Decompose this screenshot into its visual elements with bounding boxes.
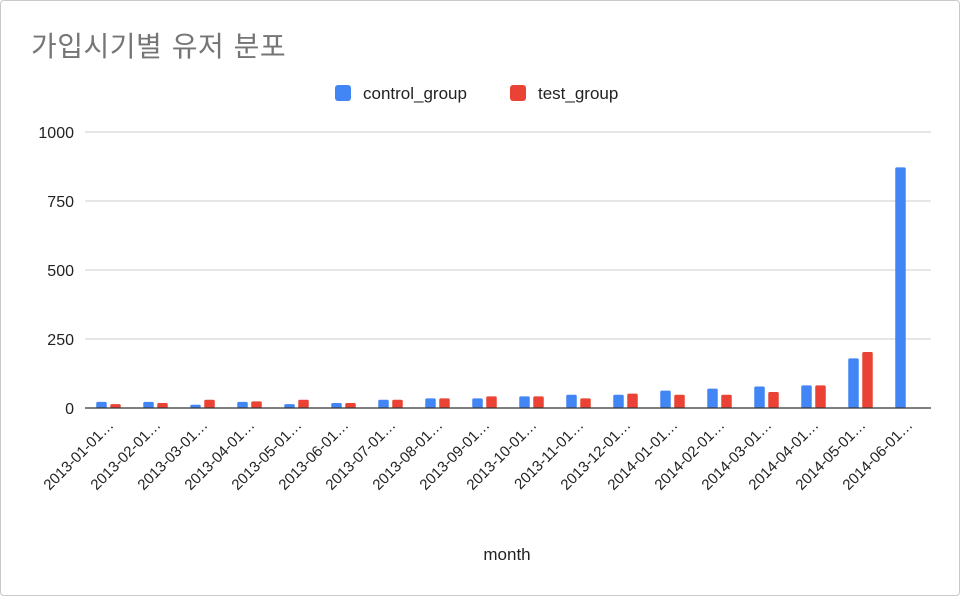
bar-control-group (848, 358, 859, 408)
bar-test-group (815, 385, 826, 408)
bar-test-group (674, 395, 685, 408)
bar-control-group (519, 396, 530, 408)
legend-label-test-group: test_group (538, 84, 618, 103)
bar-control-group (378, 400, 389, 408)
bar-test-group (862, 352, 873, 408)
bar-test-group (345, 403, 356, 408)
y-tick-label: 250 (47, 332, 74, 349)
bar-control-group (566, 395, 577, 408)
bar-test-group (533, 396, 544, 408)
legend-swatch-test-group (510, 85, 526, 101)
gridlines (85, 132, 931, 339)
bar-control-group (895, 167, 906, 408)
bar-control-group (237, 402, 248, 408)
bar-control-group (754, 386, 765, 408)
y-axis: 0 250 500 750 1000 (38, 125, 74, 418)
bar-test-group (768, 392, 779, 408)
bar-control-group (660, 391, 671, 408)
legend-swatch-control-group (335, 85, 351, 101)
bar-control-group (425, 398, 436, 408)
bar-control-group (331, 403, 342, 408)
bar-control-group (707, 389, 718, 408)
bar-control-group (801, 385, 812, 408)
legend: control_group test_group (335, 84, 618, 103)
bar-test-group (157, 403, 168, 408)
legend-label-control-group: control_group (363, 84, 467, 103)
bar-test-group (251, 401, 262, 408)
bar-test-group (298, 400, 309, 408)
y-tick-label: 500 (47, 263, 74, 280)
y-tick-label: 0 (65, 401, 74, 418)
bar-test-group (580, 398, 591, 408)
x-axis-title: month (483, 545, 530, 564)
bar-test-group (627, 394, 638, 408)
bars (96, 167, 906, 408)
bar-control-group (613, 395, 624, 408)
y-tick-label: 1000 (38, 125, 74, 142)
bar-test-group (439, 398, 450, 408)
bar-control-group (472, 398, 483, 408)
bar-control-group (96, 402, 107, 408)
bar-test-group (721, 395, 732, 408)
bar-test-group (392, 400, 403, 408)
bar-test-group (486, 396, 497, 408)
bar-test-group (204, 400, 215, 408)
bar-control-group (143, 402, 154, 408)
x-axis: 2013-01-01…2013-02-01…2013-03-01…2013-04… (40, 408, 931, 494)
y-tick-label: 750 (47, 194, 74, 211)
